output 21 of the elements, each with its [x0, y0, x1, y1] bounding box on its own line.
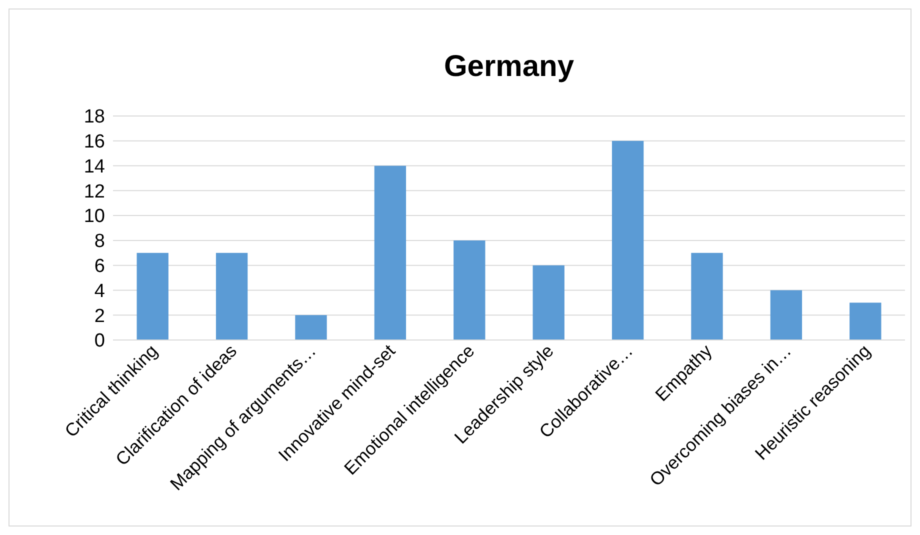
y-tick-label: 16 [84, 132, 105, 153]
bar [136, 252, 168, 340]
y-tick-label: 12 [84, 181, 105, 202]
y-tick-label: 10 [84, 206, 105, 228]
y-tick-label: 0 [94, 330, 105, 352]
y-tick-label: 18 [84, 106, 105, 128]
y-tick-label: 6 [94, 256, 105, 277]
bar [374, 166, 406, 340]
bar [216, 252, 248, 340]
bar [691, 252, 723, 340]
bar [850, 302, 882, 340]
bar [612, 140, 644, 340]
bar [770, 290, 802, 340]
y-tick-label: 8 [94, 231, 105, 252]
bar [454, 240, 486, 340]
y-tick-label: 14 [84, 156, 106, 178]
chart-title: Germany [444, 50, 574, 83]
bar [532, 265, 564, 340]
bar [295, 315, 327, 340]
y-tick-label: 2 [94, 306, 105, 327]
y-tick-label: 4 [94, 280, 106, 302]
